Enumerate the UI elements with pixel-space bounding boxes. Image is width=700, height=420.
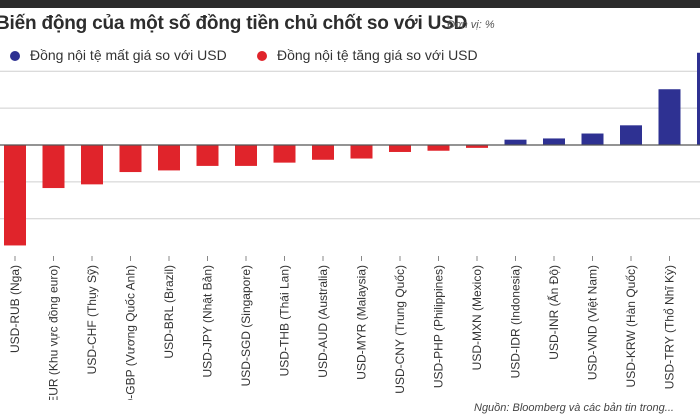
- category-label-6: USD-SGD (Singapore): [239, 265, 253, 386]
- bar-12: [466, 145, 488, 148]
- category-label-5: USD-JPY (Nhật Bản): [201, 265, 215, 377]
- category-label-16: USD-KRW (Hàn Quốc): [624, 265, 638, 387]
- category-label-8: USD-AUD (Australia): [316, 265, 330, 378]
- bar-18: [697, 52, 700, 145]
- bar-0: [4, 145, 26, 246]
- legend-label-weaken: Đồng nội tệ mất giá so với USD: [30, 47, 227, 63]
- category-label-4: USD-BRL (Brazil): [162, 265, 176, 359]
- bar-1: [42, 145, 65, 189]
- unit-label: Đơn vị: %: [447, 19, 495, 31]
- bar-9: [350, 145, 373, 159]
- category-label-10: USD-CNY (Trung Quốc): [393, 265, 407, 394]
- category-label-0: USD-RUB (Nga): [8, 265, 22, 353]
- category-label-1: USD-EUR (Khu vực đồng euro): [47, 265, 61, 400]
- bar-13: [504, 139, 527, 145]
- bar-4: [158, 145, 180, 171]
- bar-2: [81, 145, 103, 185]
- category-label-13: USD-IDR (Indonesia): [509, 265, 523, 378]
- bar-5: [196, 145, 219, 166]
- legend-dot-weaken-icon: [10, 51, 20, 61]
- bar-15: [581, 133, 604, 145]
- category-label-9: USD-MYR (Malaysia): [355, 265, 369, 380]
- category-label-15: USD-VND (Việt Nam): [586, 265, 600, 380]
- category-label-11: USD-PHP (Philippines): [432, 265, 446, 388]
- bar-7: [273, 145, 296, 163]
- bar-chart: USD-RUB (Nga) USD-EUR (Khu vực đồng euro)…: [0, 52, 700, 400]
- category-label-2: USD-CHF (Thụy Sỹ): [85, 265, 99, 374]
- source-note: Nguồn: Bloomberg và các bản tin trong...: [474, 402, 674, 414]
- bar-8: [312, 145, 334, 160]
- legend-item-weaken: Đồng nội tệ mất giá so với USD: [10, 47, 227, 63]
- chart-title: Biến động của một số đồng tiền chủ chốt …: [0, 13, 468, 34]
- legend-label-strengthen: Đồng nội tệ tăng giá so với USD: [277, 47, 478, 63]
- category-label-14: USD-INR (Ấn Độ): [546, 265, 561, 360]
- bar-16: [620, 125, 642, 145]
- bar-14: [543, 138, 565, 145]
- legend-dot-strengthen-icon: [257, 51, 267, 61]
- bar-10: [389, 145, 411, 152]
- bar-6: [235, 145, 257, 166]
- category-label-12: USD-MXN (Mexico): [470, 265, 484, 370]
- category-label-3: USD-GBP (Vương Quốc Anh): [124, 265, 138, 400]
- top-bar: [0, 0, 700, 8]
- bar-17: [658, 89, 681, 145]
- category-label-17: USD-TRY (Thổ Nhĩ Kỳ): [663, 265, 677, 389]
- legend-item-strengthen: Đồng nội tệ tăng giá so với USD: [257, 47, 478, 63]
- bar-3: [119, 145, 142, 173]
- bar-11: [427, 145, 450, 151]
- category-label-7: USD-THB (Thái Lan): [278, 265, 292, 376]
